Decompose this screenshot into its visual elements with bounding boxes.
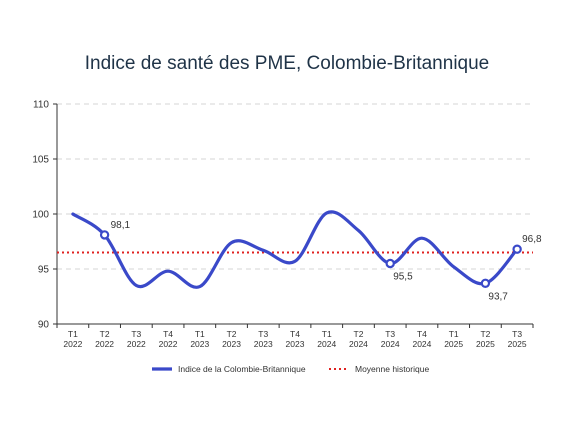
data-label: 96,8 — [522, 234, 542, 245]
x-tick-label: 2024 — [412, 339, 431, 349]
x-tick-label: T2 — [480, 329, 490, 339]
data-label: 95,5 — [393, 272, 413, 283]
x-tick-label: T4 — [163, 329, 173, 339]
legend-label-average: Moyenne historique — [355, 364, 429, 374]
legend: Indice de la Colombie-Britannique Moyenne… — [152, 364, 429, 374]
x-tick-label: 2024 — [349, 339, 368, 349]
x-tick-label: 2023 — [254, 339, 273, 349]
data-label: 98,1 — [111, 220, 131, 231]
x-tick-label: T4 — [290, 329, 300, 339]
markers: 98,1 95,5 93,7 96,8 — [99, 220, 542, 302]
x-tick-label: T1 — [322, 329, 332, 339]
y-axis-ticks: 90 95 100 105 110 — [32, 100, 49, 331]
x-tick-label: T2 — [227, 329, 237, 339]
x-tick-label: 2023 — [222, 339, 241, 349]
x-tick-label: T1 — [195, 329, 205, 339]
data-marker — [512, 244, 522, 254]
chart-title: Indice de santé des PME, Colombie-Britan… — [85, 53, 490, 74]
index-line-group — [71, 210, 519, 289]
x-tick-label: T2 — [100, 329, 110, 339]
x-tick-label: T4 — [417, 329, 427, 339]
x-tick-label: 2022 — [63, 339, 82, 349]
x-tick-label: T1 — [68, 329, 78, 339]
y-tick-label: 90 — [38, 320, 50, 331]
x-tick-label: T3 — [258, 329, 268, 339]
y-tick-label: 105 — [32, 155, 49, 166]
x-tick-label: T1 — [449, 329, 459, 339]
y-tick-label: 110 — [33, 100, 49, 111]
data-marker — [480, 278, 491, 288]
x-tick-label: 2024 — [381, 339, 400, 349]
y-tick-label: 95 — [38, 265, 50, 276]
x-tick-label: 2023 — [286, 339, 305, 349]
x-tick-label: 2024 — [317, 339, 336, 349]
x-tick-label: 2022 — [95, 339, 114, 349]
index-line — [71, 210, 519, 289]
legend-label-index: Indice de la Colombie-Britannique — [178, 364, 306, 374]
data-marker — [99, 230, 110, 240]
data-label: 93,7 — [488, 291, 508, 302]
x-tick-label: T2 — [354, 329, 364, 339]
x-tick-label: T3 — [385, 329, 395, 339]
x-tick-label: 2025 — [476, 339, 495, 349]
x-tick-label: 2025 — [444, 339, 463, 349]
y-tick-label: 100 — [32, 210, 49, 221]
x-tick-label: 2023 — [190, 339, 209, 349]
x-axis-ticks: T12022T22022T32022T42022T12023T22023T320… — [63, 329, 526, 349]
grid — [57, 103, 533, 270]
data-marker — [385, 258, 395, 269]
x-tick-label: T3 — [131, 329, 141, 339]
axes — [53, 103, 534, 328]
x-tick-label: T3 — [512, 329, 522, 339]
x-tick-label: 2022 — [127, 339, 146, 349]
x-tick-label: 2022 — [159, 339, 178, 349]
x-tick-label: 2025 — [508, 339, 527, 349]
